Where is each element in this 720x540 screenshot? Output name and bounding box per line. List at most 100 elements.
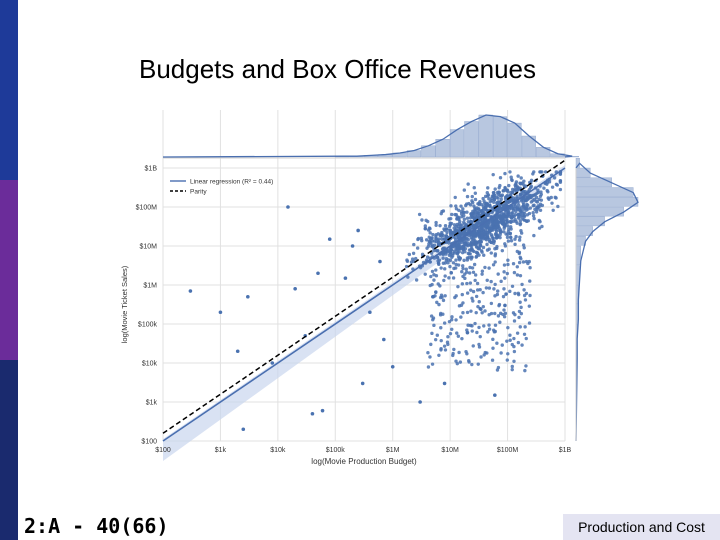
data-point — [490, 228, 495, 232]
data-point — [492, 239, 496, 244]
data-point — [519, 176, 523, 180]
data-point — [513, 185, 518, 189]
data-point — [523, 298, 528, 302]
data-point — [443, 274, 447, 278]
data-point — [442, 237, 447, 241]
data-point — [528, 266, 532, 270]
data-point — [476, 207, 481, 211]
data-point — [436, 238, 440, 243]
data-point — [516, 203, 521, 207]
data-point — [512, 336, 516, 341]
data-point — [449, 216, 453, 221]
data-point — [495, 341, 499, 345]
data-point — [417, 212, 422, 217]
budget-histogram-bar — [478, 114, 493, 158]
sales-histogram-bar — [575, 167, 591, 178]
data-point — [480, 250, 484, 254]
data-point — [537, 218, 541, 223]
data-point — [470, 194, 474, 199]
data-point — [528, 279, 532, 283]
data-point — [434, 268, 438, 272]
data-point — [451, 276, 456, 280]
data-point — [493, 311, 497, 316]
x-tick-label: $10k — [270, 447, 286, 454]
data-point — [465, 210, 469, 214]
data-point — [499, 197, 503, 202]
data-point — [472, 262, 477, 267]
data-point — [462, 217, 467, 221]
data-point — [543, 170, 548, 174]
data-point — [505, 224, 510, 228]
data-point — [518, 300, 522, 304]
data-point — [471, 232, 475, 237]
budget-marginal-histogram — [162, 114, 579, 158]
outlier-point — [320, 408, 325, 413]
data-point — [538, 208, 543, 212]
x-tick-label: $100k — [326, 447, 346, 454]
y-axis-label: log(Movie Ticket Sales) — [120, 265, 129, 343]
data-point — [487, 327, 492, 331]
data-point — [492, 195, 496, 200]
data-point — [498, 320, 502, 324]
data-point — [456, 263, 461, 267]
data-point — [455, 361, 460, 366]
data-point — [496, 314, 501, 318]
outlier-point — [465, 330, 470, 335]
data-point — [487, 266, 491, 270]
data-point — [414, 256, 418, 261]
scatter-chart: $100 $1k $10k $100k $1M $10M $100M $1B $100 $1k $1… — [120, 110, 639, 466]
data-point — [504, 232, 508, 236]
data-point — [516, 291, 521, 295]
data-point — [438, 313, 443, 317]
outlier-point — [218, 310, 223, 315]
data-point — [480, 235, 484, 240]
outlier-point — [310, 411, 315, 416]
data-point — [522, 218, 527, 222]
data-point — [555, 183, 560, 187]
data-point — [453, 195, 457, 200]
data-point — [509, 175, 513, 179]
data-point — [452, 223, 457, 227]
data-point — [461, 274, 465, 279]
data-point — [545, 181, 550, 185]
data-point — [522, 179, 526, 183]
data-point — [437, 302, 441, 307]
data-point — [518, 219, 522, 223]
data-point — [512, 319, 517, 323]
data-point — [440, 209, 444, 214]
outlier-point — [235, 349, 240, 354]
data-point — [516, 340, 521, 345]
data-point — [430, 244, 434, 249]
data-point — [503, 185, 507, 190]
data-point — [485, 242, 489, 247]
data-point — [507, 183, 511, 188]
data-point — [527, 321, 532, 325]
data-point — [449, 204, 453, 208]
data-point — [496, 234, 500, 239]
budget-histogram-bar — [507, 122, 522, 158]
data-point — [467, 359, 471, 363]
data-point — [457, 258, 462, 262]
data-point — [454, 359, 458, 363]
data-point — [524, 184, 528, 188]
data-point — [520, 282, 524, 287]
data-point — [513, 237, 517, 241]
data-point — [435, 333, 440, 337]
data-point — [515, 273, 520, 277]
outlier-point — [270, 361, 275, 365]
data-point — [497, 303, 501, 308]
data-point — [508, 333, 512, 337]
data-point — [510, 364, 514, 369]
data-point — [477, 300, 481, 304]
data-point — [449, 230, 453, 234]
data-point — [473, 321, 477, 326]
data-point — [489, 240, 494, 245]
data-point — [479, 231, 483, 235]
data-point — [466, 219, 470, 224]
data-point — [478, 210, 482, 214]
data-point — [448, 232, 453, 237]
data-point — [444, 252, 448, 256]
data-point — [457, 227, 461, 231]
data-point — [508, 289, 512, 294]
data-point — [513, 217, 517, 222]
